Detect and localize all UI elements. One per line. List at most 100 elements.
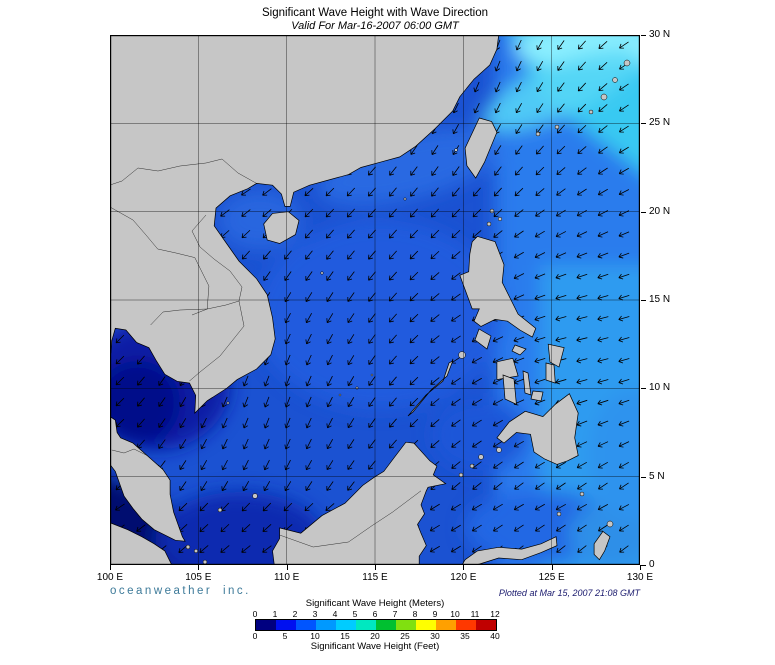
wave-direction-arrow bbox=[263, 481, 271, 492]
wave-direction-arrow bbox=[410, 166, 418, 176]
wave-direction-arrow bbox=[179, 439, 187, 450]
wave-direction-arrow bbox=[200, 481, 208, 492]
wave-direction-arrow bbox=[556, 482, 566, 490]
wave-direction-arrow bbox=[493, 482, 503, 490]
wave-direction-arrow bbox=[556, 524, 566, 532]
wave-direction-arrow bbox=[388, 334, 397, 344]
wave-direction-arrow bbox=[241, 209, 251, 217]
wave-direction-arrow bbox=[451, 229, 461, 239]
legend-feet-label: Significant Wave Height (Feet) bbox=[310, 641, 440, 652]
wave-direction-arrow bbox=[473, 102, 480, 114]
wave-direction-arrow bbox=[576, 273, 588, 280]
wave-direction-arrow bbox=[347, 271, 355, 281]
wave-direction-arrow bbox=[577, 188, 587, 196]
wave-direction-arrow bbox=[326, 333, 334, 345]
axis-tick bbox=[463, 565, 465, 570]
wave-direction-arrow bbox=[409, 250, 419, 260]
wave-direction-arrow bbox=[597, 420, 609, 427]
wave-direction-arrow bbox=[389, 355, 397, 365]
wave-direction-arrow bbox=[430, 398, 440, 406]
wave-height-colorbar bbox=[255, 619, 497, 631]
wave-direction-arrow bbox=[409, 397, 419, 407]
meters-tick-label: 12 bbox=[490, 609, 500, 619]
wave-direction-arrow bbox=[472, 482, 482, 490]
wave-direction-arrow bbox=[492, 336, 504, 343]
wave-direction-arrow bbox=[576, 252, 588, 259]
wave-direction-arrow bbox=[597, 357, 609, 364]
wave-direction-arrow bbox=[283, 502, 293, 512]
wave-direction-arrow bbox=[452, 187, 460, 197]
wave-direction-arrow bbox=[450, 545, 461, 553]
wave-direction-arrow bbox=[389, 208, 397, 218]
wave-direction-arrow bbox=[305, 312, 313, 324]
land-bohol bbox=[530, 390, 544, 402]
wave-direction-arrow bbox=[618, 524, 629, 532]
wave-direction-arrow bbox=[598, 62, 608, 71]
wave-direction-arrow bbox=[452, 166, 460, 176]
lon-tick-label: 125 E bbox=[538, 572, 565, 583]
wave-direction-arrow bbox=[368, 355, 376, 365]
wave-direction-arrow bbox=[263, 417, 270, 429]
wave-direction-arrow bbox=[242, 438, 249, 450]
wave-direction-arrow bbox=[555, 336, 567, 343]
wave-direction-arrow bbox=[304, 208, 314, 218]
feet-tick-label: 25 bbox=[400, 631, 410, 641]
axis-tick bbox=[110, 565, 111, 570]
wave-direction-arrow bbox=[534, 461, 545, 469]
wave-direction-arrow bbox=[326, 271, 334, 281]
wave-direction-arrow bbox=[618, 315, 630, 322]
wave-direction-arrow bbox=[284, 481, 292, 492]
wave-direction-arrow bbox=[304, 188, 314, 197]
meters-tick-label: 11 bbox=[470, 609, 480, 619]
wave-direction-arrow bbox=[305, 460, 313, 471]
land-halmahera bbox=[593, 530, 611, 561]
wave-direction-arrow bbox=[305, 250, 313, 260]
wave-direction-arrow bbox=[471, 419, 482, 427]
lon-tick-label: 130 E bbox=[626, 572, 654, 583]
wave-direction-arrow bbox=[368, 418, 376, 428]
wave-direction-arrow bbox=[556, 545, 566, 553]
colorbar-segment bbox=[456, 620, 476, 630]
country-borders bbox=[110, 158, 422, 548]
wave-direction-arrow bbox=[430, 356, 440, 364]
wave-direction-arrow bbox=[535, 166, 545, 176]
wave-direction-arrow bbox=[326, 439, 334, 450]
wave-direction-arrow bbox=[555, 231, 567, 238]
wave-direction-arrow bbox=[241, 545, 251, 553]
land-borneo bbox=[272, 441, 447, 565]
wave-direction-arrow bbox=[473, 81, 480, 93]
land-cebu bbox=[522, 370, 532, 396]
wave-direction-arrow bbox=[241, 229, 251, 239]
wave-direction-arrow bbox=[515, 102, 523, 114]
wave-direction-arrow bbox=[284, 312, 291, 324]
wave-direction-arrow bbox=[221, 417, 228, 429]
lat-tick-label: 15 N bbox=[649, 293, 671, 305]
wave-direction-arrow bbox=[430, 250, 440, 260]
wave-direction-arrow bbox=[262, 502, 272, 512]
wave-direction-arrow bbox=[158, 376, 166, 386]
feet-tick-label: 10 bbox=[310, 631, 320, 641]
wave-direction-arrow bbox=[534, 230, 545, 238]
wave-direction-arrow bbox=[618, 504, 630, 511]
wave-direction-arrow bbox=[241, 188, 251, 196]
wave-direction-arrow bbox=[368, 313, 376, 323]
lon-tick-label: 115 E bbox=[362, 572, 388, 583]
wave-direction-arrow bbox=[389, 418, 397, 428]
wave-direction-arrow bbox=[618, 146, 629, 154]
wave-direction-arrow bbox=[242, 459, 249, 471]
meters-tick-label: 6 bbox=[372, 609, 378, 619]
wave-direction-arrow bbox=[221, 459, 228, 471]
wave-direction-arrow bbox=[430, 208, 439, 218]
wave-direction-arrow bbox=[555, 252, 567, 259]
wave-direction-arrow bbox=[388, 439, 397, 449]
wave-direction-arrow bbox=[597, 504, 609, 511]
wave-direction-arrow bbox=[557, 40, 565, 50]
wave-direction-arrow bbox=[409, 355, 419, 365]
lon-tick-label: 120 E bbox=[450, 572, 477, 583]
wave-direction-arrow bbox=[368, 334, 376, 344]
colorbar-segment bbox=[256, 620, 276, 630]
wave-direction-arrow bbox=[262, 524, 272, 533]
wave-direction-arrow bbox=[618, 420, 630, 427]
wave-direction-arrow bbox=[618, 210, 630, 217]
wave-direction-arrow bbox=[597, 231, 609, 238]
